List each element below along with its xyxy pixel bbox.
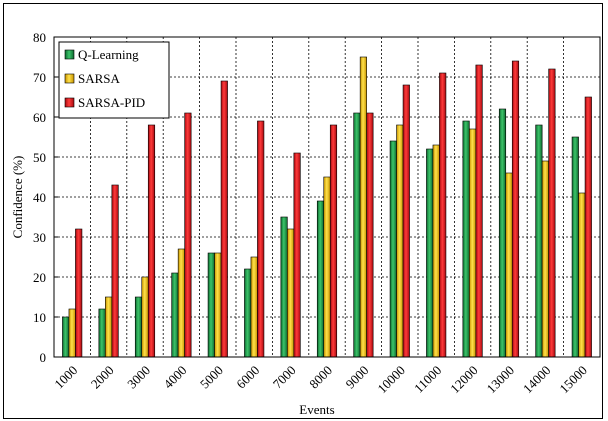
x-axis: 1000 2000 3000 4000 5000 6000 7000 8000 9000 1000… [51,363,590,397]
y-tick-label: 30 [33,230,46,245]
y-tick-label: 80 [33,30,46,45]
x-tick-label: 3000 [124,363,153,392]
bar-sarsa [105,296,113,358]
x-tick-label: 9000 [343,363,372,392]
y-tick-label: 40 [33,190,46,205]
bar-sarsa-pid [293,152,301,358]
bar-sarsa-pid [584,96,592,358]
x-tick-label: 2000 [88,363,117,392]
y-tick-label: 50 [33,150,46,165]
bar-q-learning [426,148,434,358]
bar-sarsa [214,252,222,358]
x-tick-label: 4000 [161,363,190,392]
y-tick-label: 0 [40,350,47,365]
legend-swatch [64,49,75,60]
bar-q-learning [571,136,579,358]
legend-box [58,41,170,119]
bar-sarsa-pid [475,64,483,358]
bar-sarsa [250,256,258,358]
x-tick-label: 1000 [51,363,80,392]
bar-sarsa [323,176,331,358]
x-tick-label: 10000 [374,363,408,397]
bar-q-learning [353,112,361,358]
x-tick-label: 8000 [306,363,335,392]
x-tick-label: 6000 [233,363,262,392]
bar-q-learning [389,140,397,358]
x-tick-label: 14000 [520,363,554,397]
bar-sarsa [396,124,404,358]
bars [62,56,592,358]
y-tick-label: 20 [33,270,46,285]
bar-q-learning [462,120,470,358]
bar-sarsa [541,160,549,358]
bar-q-learning [280,216,288,358]
x-tick-label: 12000 [447,363,481,397]
bar-sarsa [287,228,295,358]
bar-sarsa-pid [220,80,228,358]
x-tick-label: 5000 [197,363,226,392]
bar-sarsa [505,172,513,358]
bar-q-learning [498,108,507,358]
bar-sarsa-pid [75,228,83,358]
bar-sarsa [141,276,149,358]
bar-q-learning [207,252,215,358]
y-tick-label: 10 [33,310,46,325]
y-axis-label: Confidence (%) [10,156,25,239]
legend-label: SARSA-PID [78,95,145,110]
bar-sarsa [432,144,440,358]
bar-sarsa-pid [111,184,119,358]
y-tick-label: 70 [33,70,46,85]
x-tick-label: 11000 [411,363,444,396]
bar-q-learning [535,124,543,358]
y-tick-label: 60 [33,110,46,125]
bar-sarsa [469,128,477,358]
x-axis-label: Events [299,402,334,417]
bar-sarsa [177,248,185,358]
bar-q-learning [98,308,106,358]
bar-sarsa-pid [184,112,192,358]
bar-q-learning [134,296,143,358]
bar-sarsa-pid [548,68,556,358]
x-tick-label: 15000 [556,363,590,397]
bar-sarsa-pid [439,72,447,358]
bar-sarsa [359,56,367,358]
x-tick-label: 13000 [484,363,518,397]
legend-swatch [64,97,75,108]
legend-label: Q-Learning [78,47,139,62]
bar-sarsa-pid [147,124,156,358]
bar-sarsa-pid [329,124,338,358]
legend: Q-Learning SARSA SARSA-PID [58,41,170,119]
bar-sarsa [578,192,586,358]
bar-sarsa-pid [257,120,265,358]
bar-q-learning [316,200,325,358]
y-axis: 0 10 20 30 40 50 60 70 80 [33,30,58,365]
bar-sarsa-pid [402,84,410,358]
bar-sarsa-pid [511,60,520,358]
bar-q-learning [171,272,179,358]
bar-sarsa [68,308,76,358]
bar-q-learning [244,268,252,358]
legend-swatch [64,73,75,84]
bar-sarsa-pid [366,112,374,358]
legend-label: SARSA [78,71,121,86]
bar-q-learning [62,316,70,358]
x-tick-label: 7000 [270,363,299,392]
